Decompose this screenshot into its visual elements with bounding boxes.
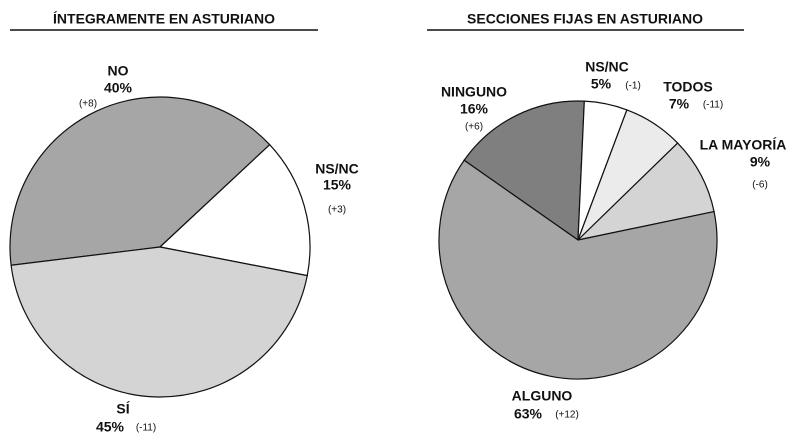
value-label: 63%	[514, 406, 543, 422]
slice-label: SÍ	[116, 401, 130, 417]
value-label: 5%	[591, 76, 612, 92]
change-label: (+8)	[79, 99, 97, 110]
value-label: 7%	[669, 96, 690, 112]
change-label: (-11)	[136, 423, 156, 434]
value-label: 9%	[750, 154, 771, 170]
slice-label: NS/NC	[585, 59, 629, 75]
pie-slice	[10, 246, 308, 398]
chart-title: SECCIONES FIJAS EN ASTURIANO	[467, 11, 703, 27]
slice-label: LA MAYORÍA	[700, 137, 787, 153]
pie-slice	[463, 100, 585, 242]
pie-slice	[438, 159, 718, 380]
slice-label: TODOS	[663, 79, 713, 95]
change-label: (-1)	[625, 81, 641, 92]
change-label: (+3)	[328, 205, 346, 216]
pie-slice	[9, 96, 271, 266]
change-label: (-6)	[752, 180, 768, 191]
change-label: (+6)	[465, 122, 483, 133]
change-label: (-11)	[703, 100, 723, 111]
slice-label: ALGUNO	[512, 388, 573, 404]
slice-label: NO	[108, 63, 129, 79]
pie-slice	[158, 143, 311, 277]
value-label: 15%	[323, 177, 352, 193]
change-label: (+12)	[555, 410, 579, 421]
slice-label: NINGUNO	[441, 84, 507, 100]
value-label: 40%	[104, 80, 133, 96]
slice-label: NS/NC	[315, 161, 359, 177]
chart-title: ÍNTEGRAMENTE EN ASTURIANO	[53, 11, 275, 27]
pie-slice	[576, 142, 715, 242]
value-label: 16%	[460, 101, 489, 117]
value-label: 45%	[96, 419, 125, 435]
